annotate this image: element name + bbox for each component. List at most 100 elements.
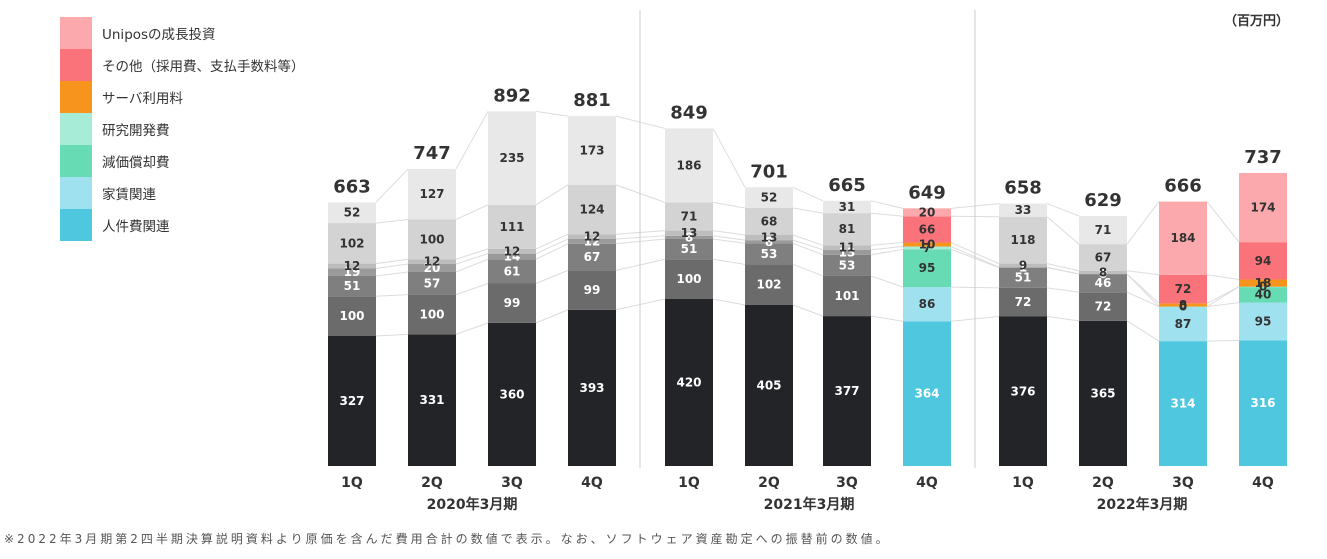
legend-label: Uniposの成長投資 (102, 27, 216, 43)
bar-segment (745, 234, 793, 241)
segment-value-label: 327 (339, 394, 364, 408)
connector-line (1126, 270, 1160, 276)
category-label: 1Q (678, 475, 700, 491)
legend-item: 家賃関連 (60, 177, 305, 209)
segment-value-label: 53 (761, 247, 778, 261)
segment-value-label: 72 (1015, 295, 1032, 309)
segment-value-label: 19 (344, 265, 361, 279)
category-label: 1Q (1012, 475, 1034, 491)
segment-value-label: 95 (919, 261, 936, 275)
segment-value-label: 10 (919, 238, 936, 252)
segment-value-label: 52 (344, 206, 361, 220)
connector-line (792, 242, 824, 256)
bar-segment (745, 187, 793, 208)
connector-line (792, 263, 824, 277)
bar-segment (1159, 201, 1207, 275)
bar-segment (408, 219, 456, 260)
bar-segment (745, 207, 793, 235)
connector-line (712, 201, 746, 209)
legend-label: 研究開発費 (102, 123, 170, 139)
segment-value-label: 94 (1255, 254, 1272, 268)
segment-value-label: 67 (1095, 250, 1112, 264)
bar-segment (823, 213, 871, 246)
bar-segment (999, 287, 1047, 317)
bar-segment (903, 321, 951, 466)
legend-swatch (60, 49, 92, 81)
bar-segment (1079, 320, 1127, 466)
connector-line (712, 258, 746, 265)
connector-line (870, 246, 904, 251)
bar-segment (408, 334, 456, 466)
bar-segment (1159, 274, 1207, 304)
legend-swatch (60, 145, 92, 177)
segment-value-label: 174 (1250, 201, 1275, 215)
group-label: 2020年3月期 (427, 496, 518, 513)
legend-label: 人件費関連 (102, 219, 170, 235)
segment-value-label: 72 (1175, 282, 1192, 296)
bar-segment (903, 208, 951, 217)
segment-value-label: 18 (1255, 276, 1272, 290)
bar-segment (568, 238, 616, 244)
bar-segment (665, 202, 713, 231)
total-label: 665 (828, 175, 866, 196)
connector-line (375, 258, 409, 265)
connector-line (792, 234, 824, 246)
segment-value-label: 31 (839, 200, 856, 214)
category-label: 3Q (501, 475, 523, 491)
bar-segment (999, 267, 1047, 268)
connector-line (712, 238, 746, 244)
bar-segment (328, 268, 376, 276)
connector-line (535, 269, 569, 284)
legend-item: その他（採用費、支払手数料等） (60, 49, 305, 81)
total-label: 881 (573, 90, 611, 111)
segment-value-label: 8 (685, 230, 693, 244)
group-label: 2021年3月期 (764, 496, 855, 513)
connector-line (870, 248, 904, 256)
segment-value-label: 124 (579, 203, 604, 217)
total-label: 649 (908, 182, 946, 203)
bar-segment (568, 184, 616, 235)
bar-segment (665, 235, 713, 239)
bar-segment (665, 128, 713, 203)
connector-line (375, 294, 409, 297)
segment-value-label: 7 (923, 241, 931, 255)
connector-line (792, 304, 824, 317)
segment-value-label: 12 (504, 244, 521, 258)
bar-segment (999, 263, 1047, 268)
segment-value-label: 186 (676, 158, 701, 172)
bar-segment (903, 242, 951, 247)
bar-segment (328, 275, 376, 297)
segment-value-label: 0 (1179, 300, 1187, 314)
category-label: 2Q (1092, 475, 1114, 491)
segment-value-label: 364 (914, 387, 939, 401)
bar-segment (408, 264, 456, 272)
bar-segment (823, 254, 871, 276)
segment-value-label: 393 (579, 381, 604, 395)
segment-value-label: 95 (1255, 314, 1272, 328)
legend-swatch (60, 209, 92, 241)
bar-segment (1159, 341, 1207, 466)
segment-value-label: 12 (424, 255, 441, 269)
segment-value-label: 72 (1095, 300, 1112, 314)
total-label: 892 (493, 85, 531, 106)
bar-segment (568, 116, 616, 185)
connector-line (1206, 339, 1240, 342)
total-label: 629 (1084, 190, 1122, 211)
category-label: 1Q (341, 475, 363, 491)
bars (328, 111, 1287, 466)
segment-value-label: 12 (584, 234, 601, 248)
category-label: 2Q (758, 475, 780, 491)
segment-value-label: 365 (1090, 386, 1115, 400)
legend: Uniposの成長投資 その他（採用費、支払手数料等） サーバ利用料 研究開発費 減価償… (60, 17, 305, 241)
connector-line (375, 263, 409, 269)
segment-value-label: 377 (834, 384, 859, 398)
segment-value-label: 100 (419, 308, 444, 322)
bar-segment (1079, 215, 1127, 245)
bar-segment (823, 245, 871, 250)
connector-line (535, 233, 569, 250)
bar-segment (823, 275, 871, 317)
bar-segment (999, 216, 1047, 264)
segment-value-label: 102 (756, 278, 781, 292)
total-label: 737 (1244, 147, 1282, 168)
bar-segment (999, 316, 1047, 466)
